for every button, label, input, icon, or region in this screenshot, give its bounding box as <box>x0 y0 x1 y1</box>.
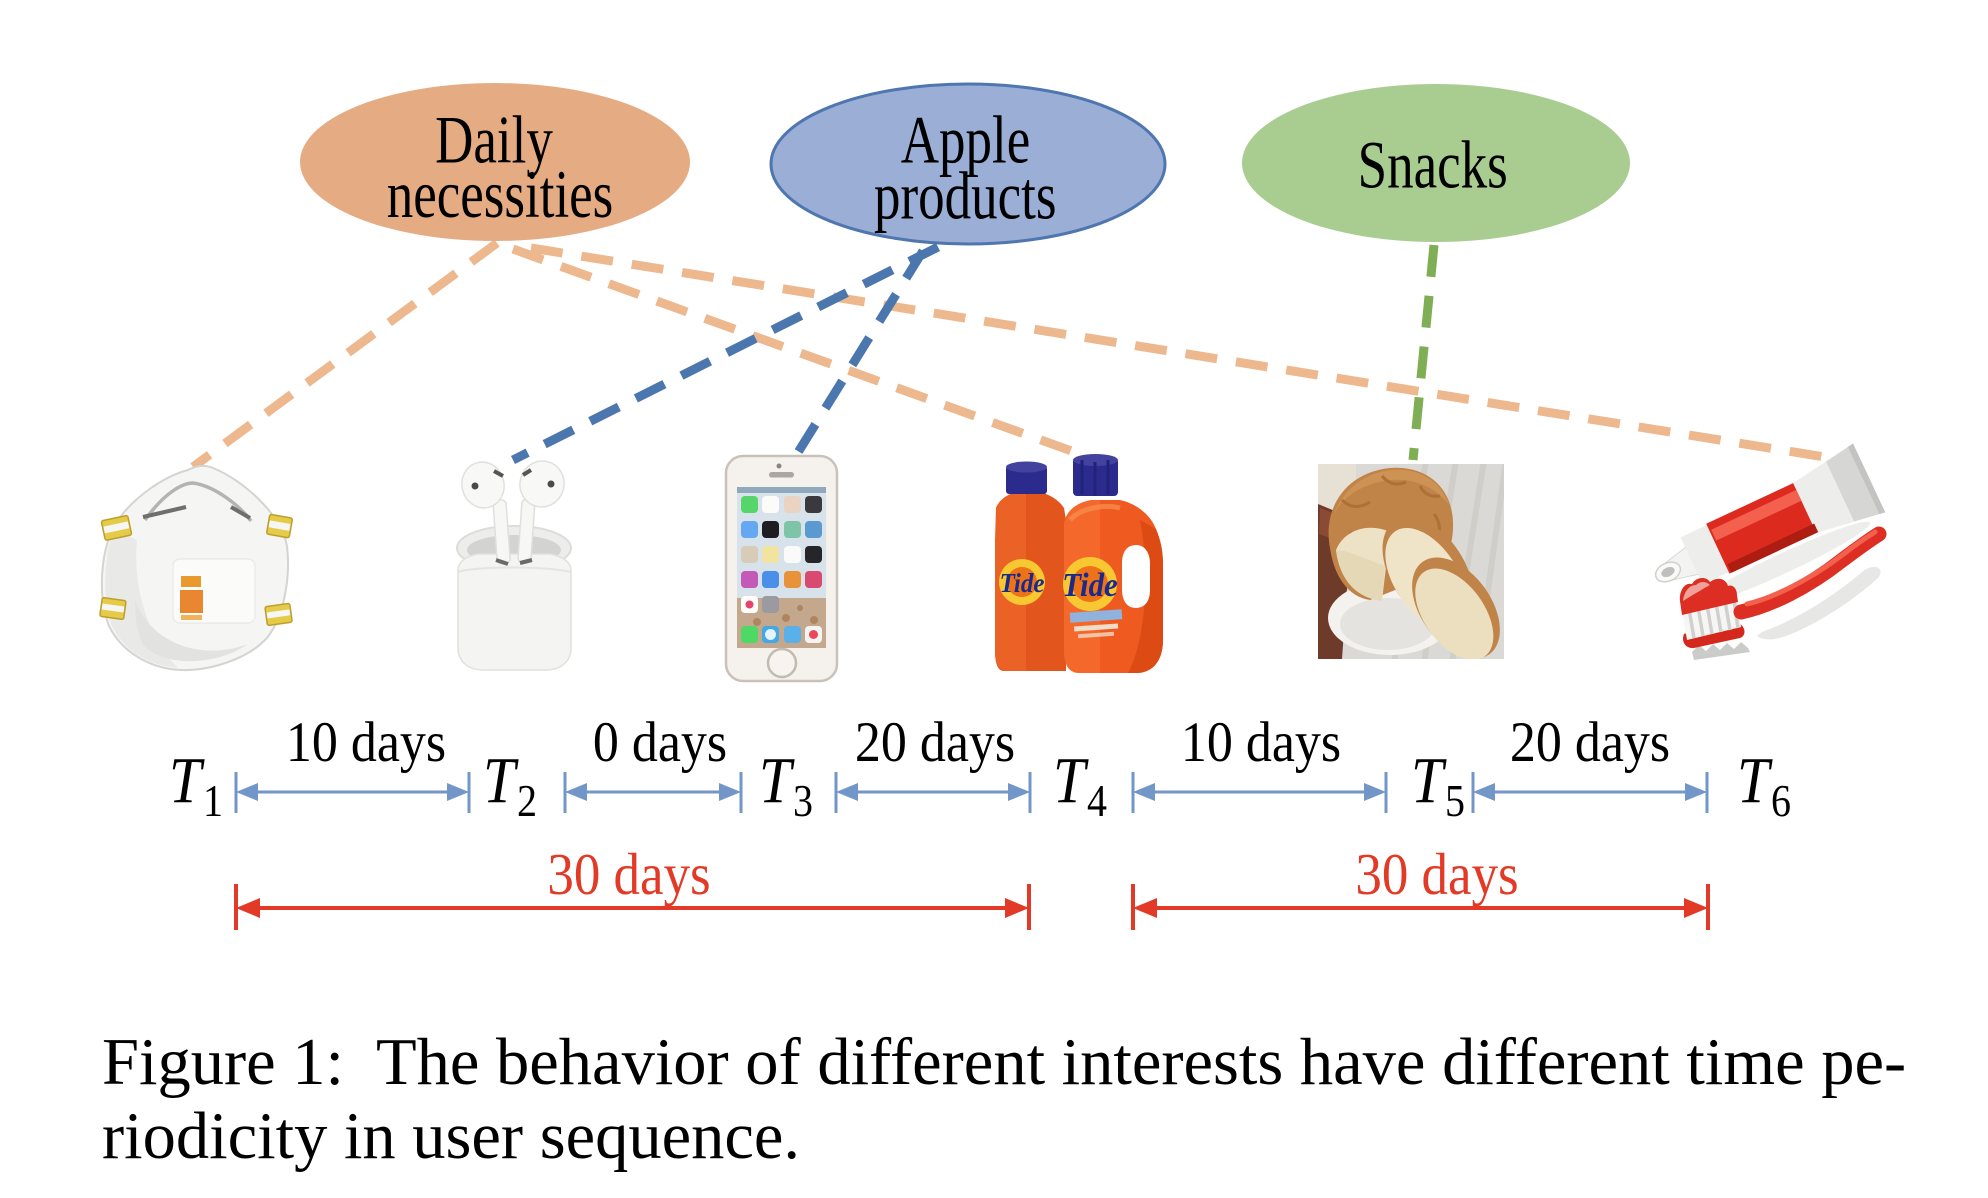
svg-text:10 days: 10 days <box>1181 710 1341 774</box>
svg-text:1: 1 <box>203 777 223 827</box>
svg-text:necessities: necessities <box>387 158 614 233</box>
svg-text:0 days: 0 days <box>593 710 727 774</box>
svg-text:T: T <box>1053 745 1089 817</box>
svg-text:4: 4 <box>1087 777 1107 827</box>
svg-text:6: 6 <box>1771 777 1791 827</box>
svg-text:T: T <box>1737 745 1773 817</box>
svg-text:riodicity in user sequence.: riodicity in user sequence. <box>102 1100 800 1173</box>
svg-text:5: 5 <box>1445 777 1465 827</box>
svg-text:20 days: 20 days <box>1510 710 1670 774</box>
svg-text:10 days: 10 days <box>286 710 446 774</box>
svg-text:Tide: Tide <box>1000 568 1045 598</box>
svg-text:Figure 1: The behavior of dif: Figure 1: The behavior of different inte… <box>102 1026 1906 1099</box>
svg-text:30 days: 30 days <box>547 842 710 907</box>
svg-text:Daily: Daily <box>435 103 553 178</box>
svg-text:T: T <box>483 745 519 817</box>
svg-text:20 days: 20 days <box>855 710 1015 774</box>
svg-text:T: T <box>169 745 205 817</box>
svg-text:3: 3 <box>793 777 813 827</box>
svg-text:Snacks: Snacks <box>1358 129 1508 204</box>
svg-text:Tide: Tide <box>1062 567 1118 605</box>
svg-text:T: T <box>1411 745 1447 817</box>
svg-text:products: products <box>874 159 1056 234</box>
svg-text:T: T <box>759 745 795 817</box>
svg-text:Apple: Apple <box>901 103 1030 178</box>
svg-text:30 days: 30 days <box>1355 842 1518 907</box>
svg-text:2: 2 <box>517 777 537 827</box>
